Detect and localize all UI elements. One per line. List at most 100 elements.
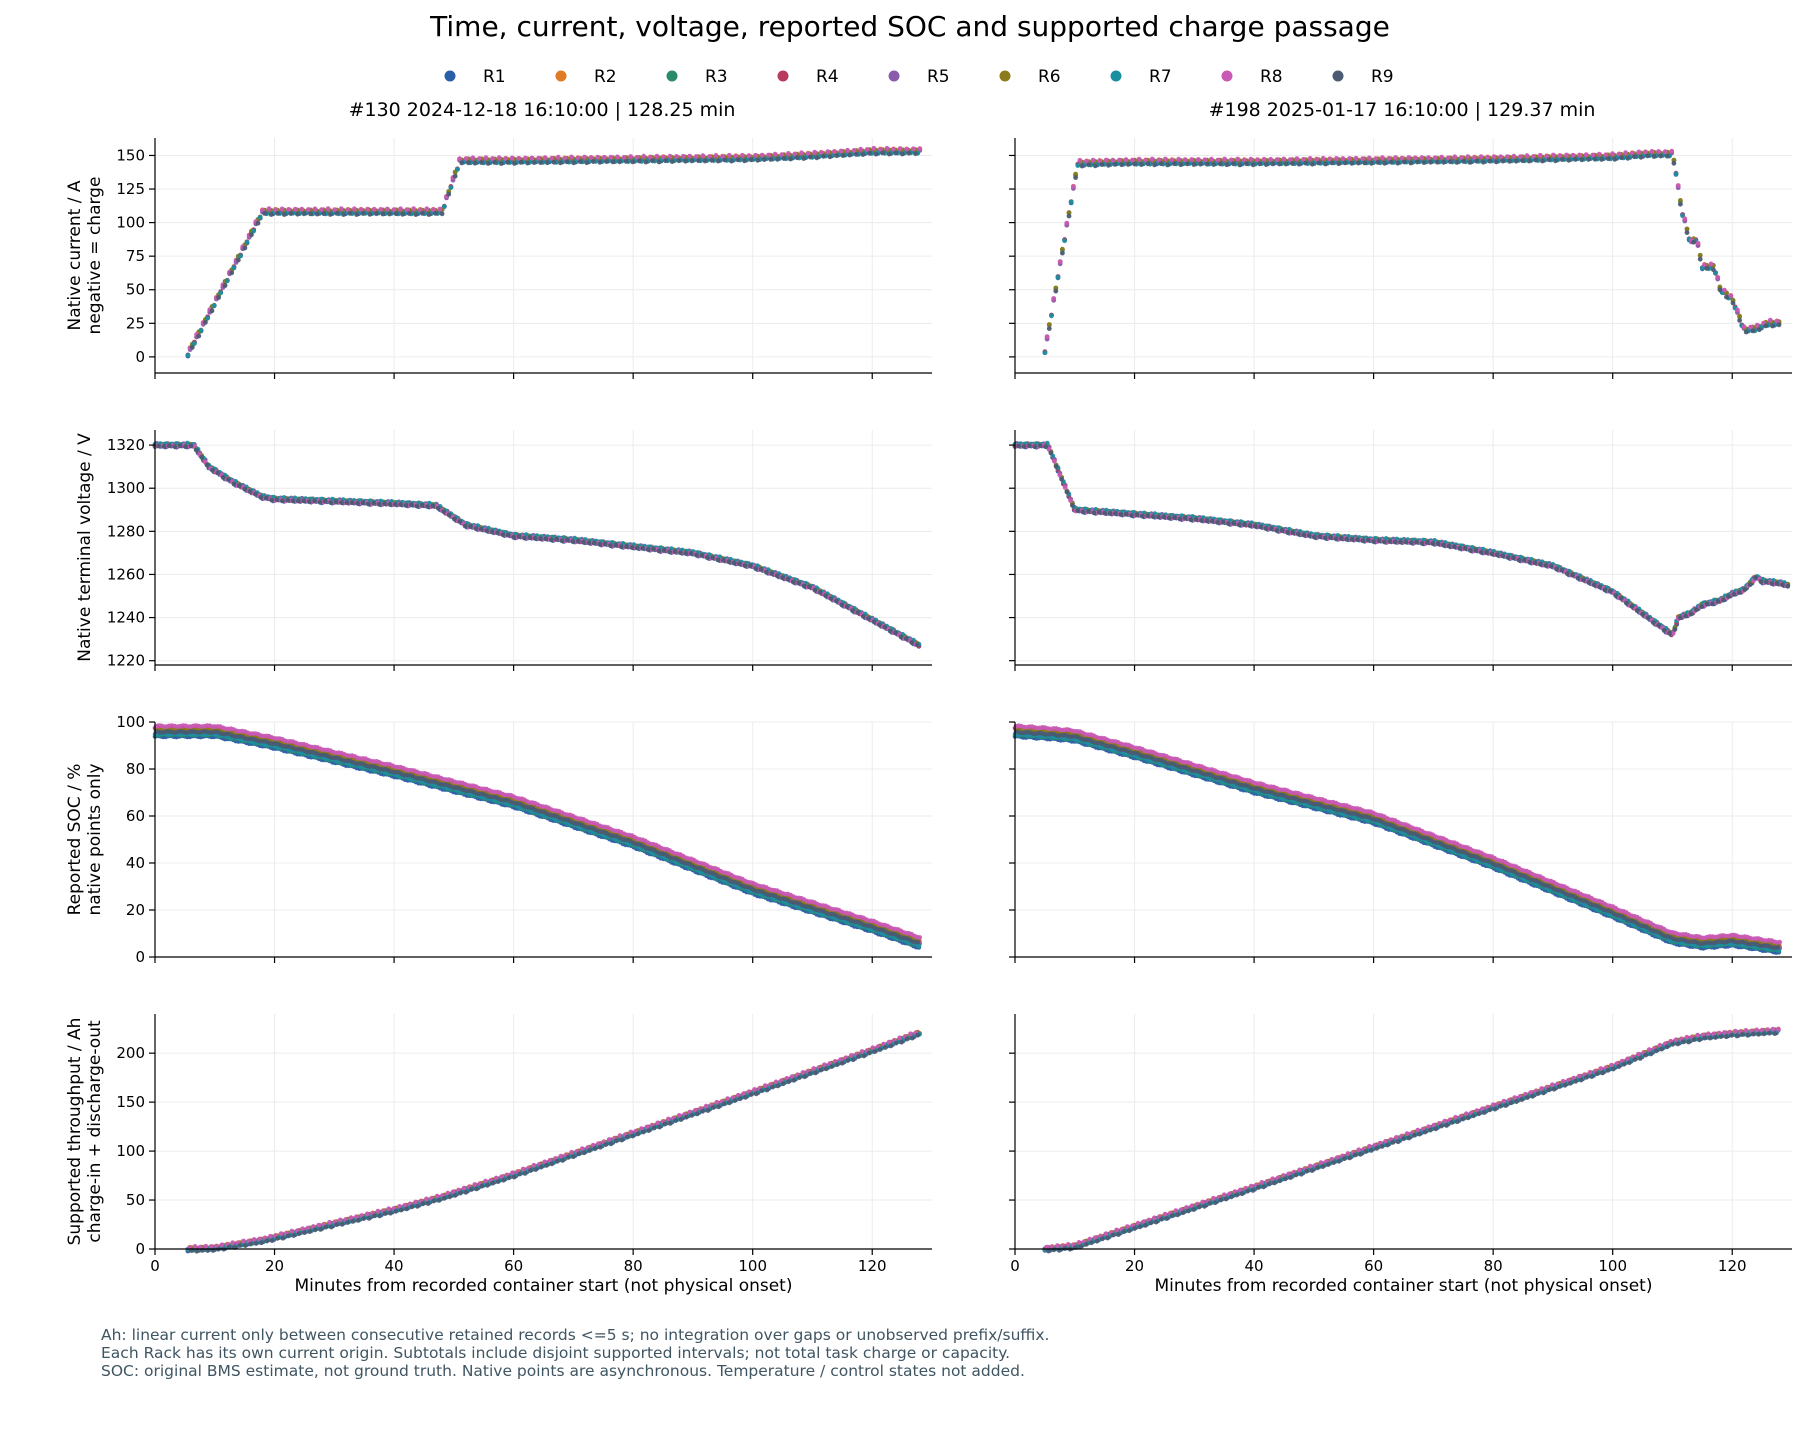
- data-point: [296, 498, 301, 504]
- data-point: [548, 537, 554, 543]
- data-point: [747, 563, 753, 569]
- series-r3: [189, 147, 918, 348]
- data-point: [288, 211, 294, 217]
- data-point: [884, 145, 890, 151]
- data-point: [624, 544, 629, 549]
- data-point: [161, 444, 167, 449]
- data-point: [904, 146, 910, 152]
- data-point: [807, 584, 812, 590]
- data-point: [790, 579, 796, 585]
- data-point: [721, 557, 726, 563]
- data-point: [516, 534, 522, 539]
- legend-item-r6: R6: [999, 67, 1061, 87]
- data-point: [817, 590, 823, 595]
- data-point: [700, 153, 706, 159]
- data-point: [917, 935, 922, 940]
- data-point: [354, 212, 359, 217]
- data-point: [860, 152, 866, 157]
- legend-label: R3: [705, 67, 728, 87]
- data-point: [392, 502, 398, 507]
- data-point: [858, 146, 864, 152]
- data-point: [478, 526, 484, 532]
- data-point: [308, 211, 313, 217]
- series-r1: [185, 149, 921, 359]
- data-point: [683, 550, 689, 556]
- data-point: [274, 497, 280, 502]
- data-point: [559, 538, 565, 544]
- data-point: [338, 206, 344, 212]
- data-point: [866, 616, 871, 621]
- data-point: [628, 154, 633, 159]
- data-point: [210, 467, 215, 473]
- data-point: [737, 561, 742, 567]
- data-point: [726, 152, 732, 158]
- series-points: [185, 145, 923, 359]
- data-point: [430, 503, 436, 509]
- data-point: [441, 509, 447, 514]
- data-point: [183, 444, 188, 450]
- data-point: [571, 160, 576, 166]
- data-point: [203, 320, 208, 325]
- data-point: [424, 206, 430, 212]
- data-point: [853, 152, 859, 157]
- data-point: [914, 642, 920, 648]
- data-point: [376, 501, 382, 507]
- data-point: [314, 211, 320, 217]
- data-point: [459, 160, 465, 166]
- data-point: [832, 149, 837, 154]
- legend-label: R8: [1260, 67, 1283, 87]
- data-point: [654, 153, 660, 159]
- data-point: [525, 160, 530, 166]
- data-point: [595, 154, 601, 160]
- data-point: [425, 504, 430, 509]
- data-point: [640, 545, 646, 551]
- legend-label: R9: [1371, 67, 1394, 87]
- data-point: [420, 211, 425, 216]
- data-point: [373, 211, 379, 217]
- data-point: [286, 207, 292, 212]
- data-point: [344, 500, 350, 506]
- data-point: [577, 159, 583, 165]
- data-point: [512, 161, 517, 166]
- data-point: [231, 265, 237, 270]
- data-point: [500, 532, 506, 538]
- data-point: [570, 539, 576, 544]
- data-point: [748, 157, 754, 163]
- data-point: [341, 212, 346, 217]
- data-point: [909, 640, 915, 645]
- data-point: [780, 575, 785, 581]
- data-point: [604, 159, 609, 165]
- data-point: [518, 160, 524, 165]
- data-point: [575, 538, 581, 544]
- data-point: [483, 155, 489, 161]
- data-point: [242, 245, 248, 251]
- data-point: [775, 156, 780, 162]
- data-point: [586, 540, 592, 546]
- data-point: [774, 573, 780, 579]
- series-r5: [187, 148, 923, 352]
- data-point: [906, 150, 912, 156]
- data-point: [413, 212, 419, 217]
- y-axis-label: Native current / A: [65, 180, 85, 330]
- data-point: [247, 489, 253, 494]
- legend-marker: [1110, 70, 1122, 82]
- data-point: [349, 500, 355, 506]
- data-point: [663, 158, 668, 164]
- data-point: [299, 206, 305, 212]
- data-point: [838, 148, 844, 154]
- data-point: [613, 542, 619, 548]
- data-point: [279, 206, 285, 212]
- data-point: [689, 158, 695, 164]
- data-point: [281, 212, 287, 217]
- data-point: [448, 185, 454, 191]
- data-point: [269, 497, 274, 503]
- data-point: [551, 159, 557, 165]
- data-point: [860, 614, 866, 619]
- y-tick-label: 1260: [107, 565, 145, 583]
- data-point: [651, 546, 656, 552]
- data-point: [242, 486, 248, 492]
- data-point: [844, 604, 850, 610]
- data-point: [827, 154, 833, 160]
- y-tick-label: 100: [116, 214, 145, 232]
- data-point: [702, 158, 708, 164]
